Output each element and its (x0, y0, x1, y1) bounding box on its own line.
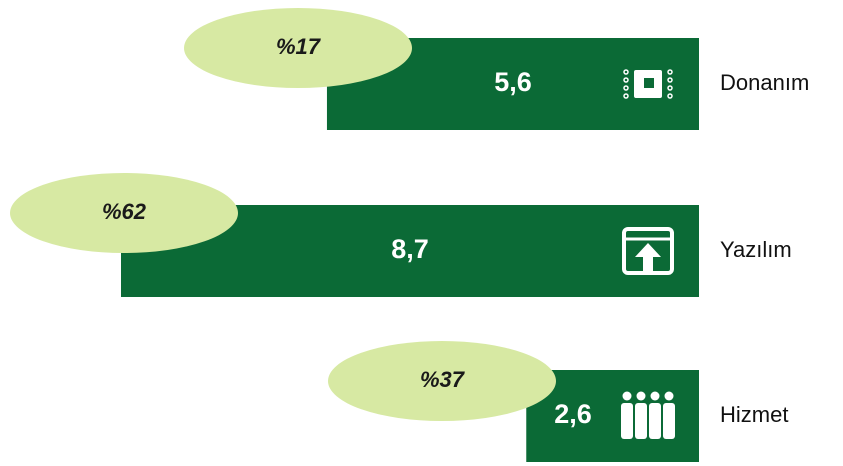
icon-part (667, 77, 673, 83)
share-label: %62 (102, 199, 147, 224)
icon-part (623, 85, 629, 91)
icon-part (621, 403, 633, 439)
icon-part (650, 391, 660, 401)
value-label: 2,6 (554, 399, 592, 429)
share-label: %17 (276, 34, 322, 59)
icon-part (635, 403, 647, 439)
category-label: Yazılım (720, 237, 792, 262)
icon-part (644, 78, 654, 88)
icon-part (664, 391, 674, 401)
value-label: 8,7 (391, 234, 429, 264)
icon-part (636, 391, 646, 401)
icon-part (622, 391, 632, 401)
icon-part (667, 93, 673, 99)
icon (622, 227, 674, 275)
share-label: %37 (420, 367, 466, 392)
icon-part (667, 85, 673, 91)
icon-part (623, 69, 629, 75)
icon-part (623, 93, 629, 99)
icon-part (635, 243, 661, 273)
icon (621, 391, 675, 439)
icon-part (649, 403, 661, 439)
share-badge (328, 341, 556, 421)
category-label: Hizmet (720, 402, 788, 427)
category-label: Donanım (720, 70, 809, 95)
icon-part (623, 77, 629, 83)
icon-part (667, 69, 673, 75)
share-badge (10, 173, 238, 253)
icon (623, 69, 673, 99)
share-badge (184, 8, 412, 88)
icon-part (663, 403, 675, 439)
value-label: 5,6 (494, 67, 532, 97)
